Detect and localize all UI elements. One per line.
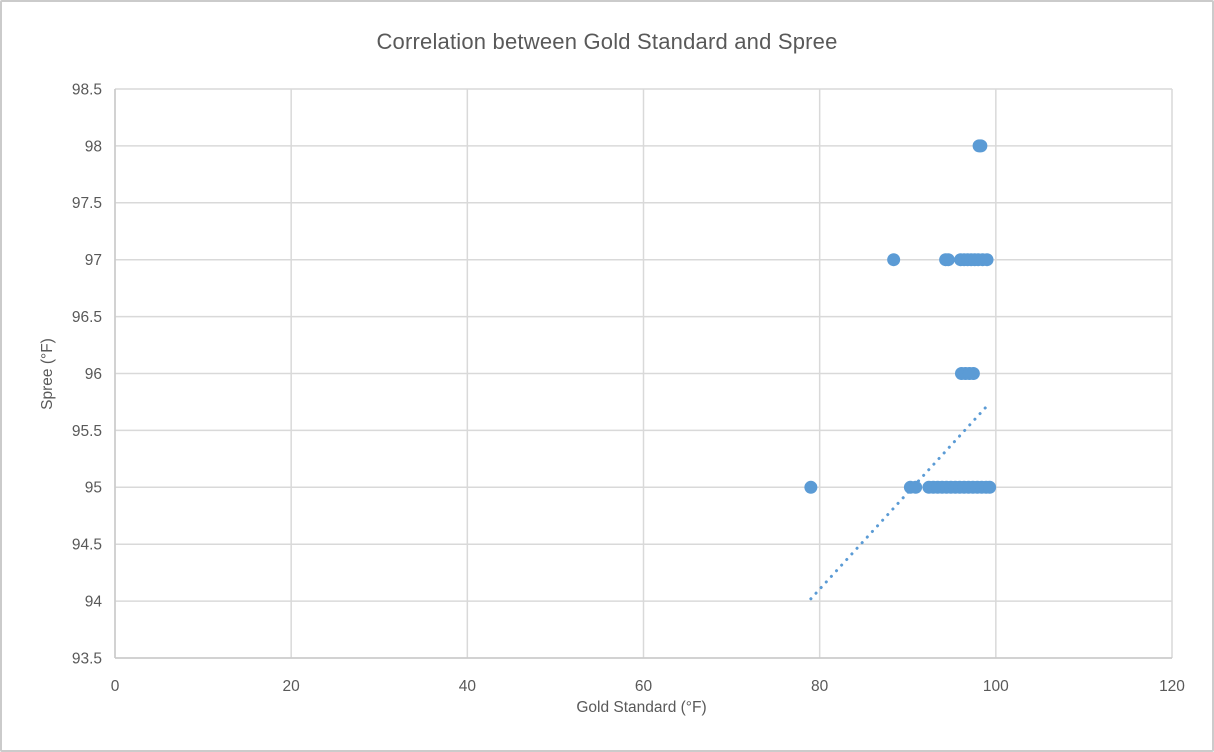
- data-point: [887, 253, 901, 267]
- trendline: [809, 401, 992, 601]
- data-point: [941, 253, 955, 267]
- y-tick-label: 96.5: [72, 309, 102, 326]
- y-tick-label: 98.5: [72, 81, 102, 98]
- data-point: [983, 480, 997, 494]
- y-tick-label: 94.5: [72, 537, 102, 554]
- x-tick-label: 20: [283, 678, 301, 695]
- x-tick-label: 60: [635, 678, 653, 695]
- x-tick-label: 120: [1159, 678, 1185, 695]
- y-axis-title: Spree (°F): [39, 338, 56, 410]
- y-tick-label: 95.5: [72, 423, 102, 440]
- gridlines: [114, 88, 1173, 659]
- data-point: [909, 480, 923, 494]
- y-tick-label: 95: [85, 480, 102, 497]
- data-point: [974, 139, 988, 153]
- y-tick-label: 94: [85, 594, 103, 611]
- y-tick-label: 97.5: [72, 195, 102, 212]
- y-tick-label: 97: [85, 252, 102, 269]
- data-point: [804, 480, 818, 494]
- y-tick-label: 96: [85, 366, 102, 383]
- x-tick-label: 100: [983, 678, 1009, 695]
- x-axis-title: Gold Standard (°F): [576, 699, 707, 716]
- data-point: [980, 253, 994, 267]
- x-tick-label: 40: [459, 678, 477, 695]
- x-tick-label: 0: [111, 678, 120, 695]
- tick-labels: 93.5 94 94.5 95 95.5 96 96.5 97 97.5 98 98.5 0 20 40 6…: [72, 81, 1185, 695]
- y-tick-label: 93.5: [72, 650, 102, 667]
- scatter-points: [804, 139, 997, 494]
- x-tick-label: 80: [811, 678, 829, 695]
- chart-title: Correlation between Gold Standard and Sp…: [376, 29, 838, 54]
- data-point: [966, 367, 980, 380]
- y-tick-label: 98: [85, 138, 102, 155]
- trendline-group: [809, 401, 992, 601]
